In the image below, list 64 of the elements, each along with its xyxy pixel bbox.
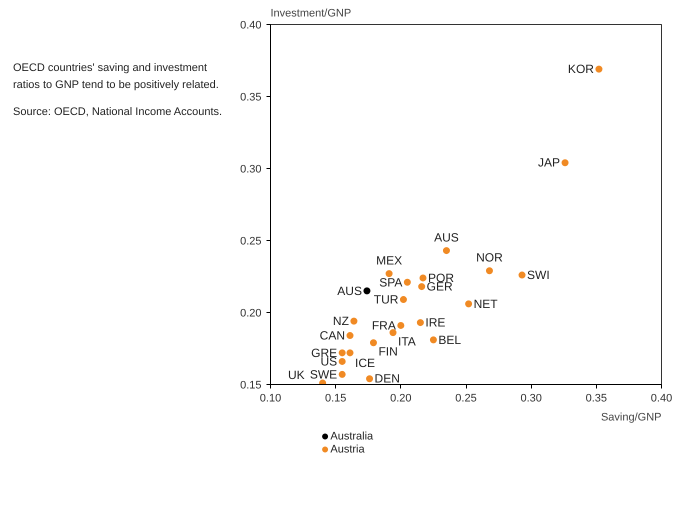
y-tick-label: 0.25	[240, 236, 262, 248]
point	[416, 319, 424, 326]
point	[430, 336, 437, 344]
point	[350, 318, 358, 325]
annotation: AUS	[337, 284, 362, 298]
point	[366, 375, 374, 382]
point	[400, 296, 407, 304]
y-tick-label: 0.30	[240, 164, 262, 176]
x-tick-label: 0.35	[586, 392, 608, 404]
annotation: TUR	[374, 292, 399, 307]
y-axis-title: Investment/GNP	[270, 8, 352, 20]
point	[363, 287, 370, 294]
source-note: Source: OECD, National Income Accounts.	[13, 105, 224, 120]
y-tick-label: 0.20	[240, 308, 262, 320]
x-tick-label: 0.10	[260, 392, 282, 404]
point	[338, 349, 346, 356]
point	[442, 247, 450, 254]
annotation: ICE	[355, 356, 376, 370]
point	[595, 66, 602, 73]
x-tick-label: 0.40	[650, 392, 672, 404]
annotation: MEX	[376, 254, 402, 268]
point	[404, 278, 411, 286]
point	[346, 349, 354, 356]
y-tick-label: 0.40	[240, 20, 262, 32]
text: OECD countries' saving and investment ratios to GNP tend to be positively related.	[13, 61, 220, 94]
point	[370, 339, 377, 346]
annotation: SPA	[379, 275, 402, 290]
point	[518, 272, 526, 279]
annotation: NET	[474, 296, 498, 311]
point	[419, 274, 426, 282]
annotation: DEN	[374, 372, 400, 386]
legend-label: Australia	[330, 430, 374, 442]
annotation: FIN	[378, 344, 398, 359]
annotation: SWE	[310, 367, 338, 382]
annotation: ITA	[398, 334, 416, 349]
point	[418, 283, 426, 290]
legend-label: Austria	[330, 444, 366, 456]
point	[465, 300, 472, 308]
point	[346, 332, 354, 340]
annotation: IRE	[425, 316, 446, 330]
point	[486, 267, 493, 274]
annotation: AUS	[434, 230, 459, 245]
annotation: BEL	[438, 332, 462, 347]
x-tick-label: 0.15	[324, 392, 346, 404]
point	[338, 370, 346, 378]
y-tick-label: 0.35	[240, 92, 262, 104]
y-tick-label: 0.15	[240, 380, 262, 392]
annotation: NZ	[332, 314, 349, 328]
x-tick-label: 0.20	[390, 392, 412, 404]
point	[386, 270, 393, 278]
annotation: KOR	[568, 62, 594, 76]
annotation: NOR	[476, 250, 504, 265]
x-tick-label: 0.30	[520, 392, 542, 404]
x-axis-title: Saving/GNP	[600, 412, 662, 424]
point	[562, 159, 569, 166]
point	[390, 329, 397, 336]
annotation: CAN	[320, 328, 346, 343]
point	[338, 358, 346, 365]
annotation: FRA	[372, 318, 396, 332]
x-tick-label: 0.25	[455, 392, 477, 404]
point	[397, 322, 404, 329]
annotation: JAP	[538, 156, 560, 170]
annotation: SWI	[527, 268, 550, 282]
annotation: UK	[288, 368, 305, 382]
